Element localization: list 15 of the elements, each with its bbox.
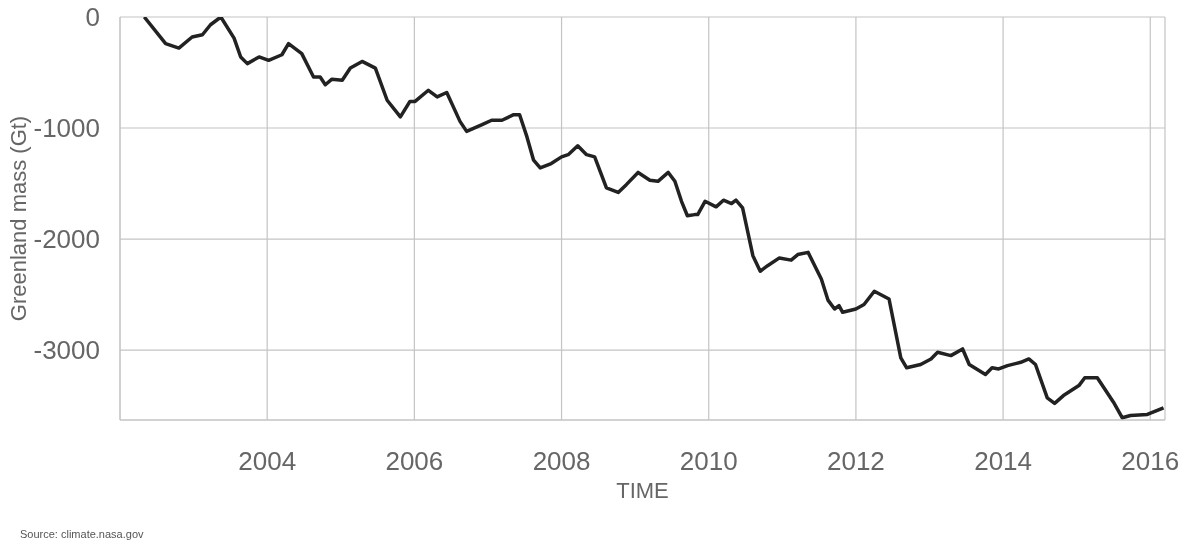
- y-tick-label: -3000: [33, 335, 100, 366]
- x-tick-label: 2014: [974, 446, 1033, 477]
- y-tick-label: 0: [85, 2, 100, 33]
- x-tick-label: 2016: [1121, 446, 1180, 477]
- x-tick-label: 2012: [826, 446, 885, 477]
- x-tick-label: 2004: [238, 446, 297, 477]
- x-tick-label: 2006: [385, 446, 444, 477]
- x-tick-label: 2010: [679, 446, 738, 477]
- y-tick-label: -2000: [33, 224, 100, 255]
- y-tick-label: -1000: [33, 113, 100, 144]
- x-axis-title: TIME: [616, 478, 669, 503]
- line-series: [142, 17, 1165, 420]
- y-axis-title: Greenland mass (Gt): [5, 115, 31, 322]
- x-tick-label: 2008: [532, 446, 591, 477]
- source-note: Source: climate.nasa.gov: [20, 528, 144, 540]
